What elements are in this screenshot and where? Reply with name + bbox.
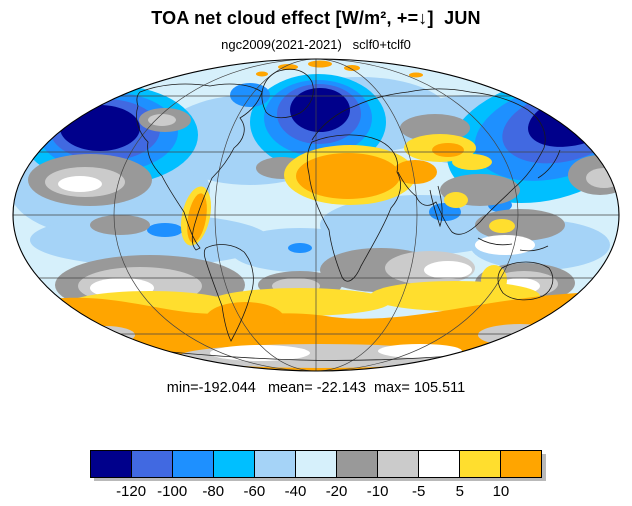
colorbar-cell — [255, 451, 296, 477]
colorbar-cell — [214, 451, 255, 477]
map-outline — [12, 58, 620, 372]
colorbar-cell — [419, 451, 460, 477]
colorbar-tick-label: -40 — [284, 483, 307, 500]
colorbar-cell — [132, 451, 173, 477]
colorbar — [90, 450, 542, 478]
filled-contours — [13, 59, 619, 371]
colorbar-tick-label: 5 — [455, 483, 464, 500]
colorbar-tick-label: -60 — [243, 483, 266, 500]
colorbar-tick-label: -80 — [202, 483, 225, 500]
colorbar-tick-label: -10 — [366, 483, 389, 500]
page-title: TOA net cloud effect [W/m², +=↓] JUN — [151, 8, 481, 28]
colorbar-tick-label: 10 — [492, 483, 510, 500]
colorbar-tick-label: -20 — [325, 483, 348, 500]
colorbar-cell — [296, 451, 337, 477]
colorbar-ticks: -120 -100 -80 -60 -40 -20 -10 -5 5 10 — [90, 483, 542, 501]
colorbar-cell — [501, 451, 541, 477]
colorbar-cell — [173, 451, 214, 477]
colorbar-cell — [337, 451, 378, 477]
colorbar-cell — [91, 451, 132, 477]
colorbar-cell — [460, 451, 501, 477]
colorbar-tick-label: -5 — [412, 483, 426, 500]
colorbar-cell — [378, 451, 419, 477]
stats-line: min=-192.044 mean= -22.143 max= 105.511 — [166, 380, 466, 396]
plot-subtitle: ngc2009(2021-2021) sclf0+tclf0 — [221, 37, 411, 52]
colorbar-tick-label: -120 — [116, 483, 147, 500]
colorbar-tick-label: -100 — [157, 483, 188, 500]
